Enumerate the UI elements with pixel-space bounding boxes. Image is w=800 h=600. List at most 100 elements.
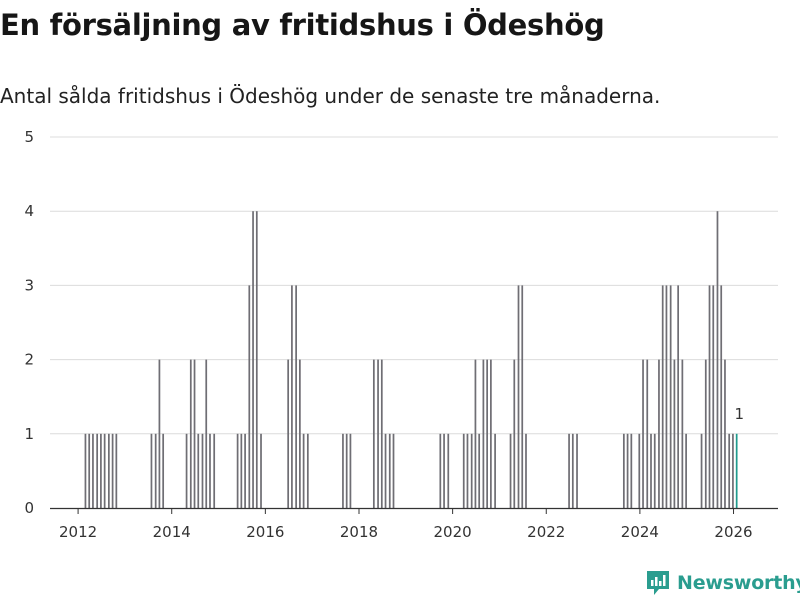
bar [712, 285, 715, 508]
bar-series [84, 211, 738, 508]
bar [439, 433, 442, 508]
bar [244, 433, 246, 508]
bar [653, 433, 656, 508]
bar [658, 359, 660, 508]
bar [92, 433, 94, 508]
bar [260, 433, 262, 508]
bar [509, 433, 512, 508]
bar [158, 359, 161, 508]
bar [728, 433, 731, 508]
bar [88, 433, 91, 508]
bar [248, 285, 251, 508]
bar [474, 359, 477, 508]
bar [462, 433, 465, 508]
bar [154, 433, 157, 508]
annotations: 1 [734, 405, 744, 423]
y-axis-ticks: 0 1 2 3 4 5 [24, 128, 34, 517]
bar [720, 285, 723, 508]
bar [700, 433, 703, 508]
gridlines [50, 136, 778, 435]
bar [443, 433, 445, 508]
x-tick-label-2014: 2014 [153, 523, 191, 541]
bar [685, 433, 687, 508]
bar [724, 359, 726, 508]
y-tick-label-5: 5 [24, 128, 34, 146]
bar [490, 359, 492, 508]
bar [622, 433, 625, 508]
bar [291, 285, 293, 508]
bar [111, 433, 114, 508]
bar [84, 433, 87, 508]
bar [306, 433, 309, 508]
bar [646, 359, 649, 508]
bar [209, 433, 211, 508]
bar [107, 433, 110, 508]
bar [650, 433, 652, 508]
x-tick-label-2022: 2022 [527, 523, 565, 541]
x-tick-label-2016: 2016 [246, 523, 284, 541]
brand-logo: Newsworthy [645, 569, 800, 597]
chart-subtitle: Antal sålda fritidshus i Ödeshög under d… [0, 84, 661, 108]
bar [630, 433, 633, 508]
bar [252, 211, 254, 508]
bar-latest [735, 433, 738, 508]
bar [482, 359, 485, 508]
bar [185, 433, 188, 508]
bar [205, 359, 208, 508]
bar [521, 285, 524, 508]
bar [392, 433, 395, 508]
y-tick-label-2: 2 [24, 351, 34, 369]
chart-title: En försäljning av fritidshus i Ödeshög [0, 8, 605, 42]
bar [494, 433, 496, 508]
bar [517, 285, 520, 508]
bar [236, 433, 239, 508]
bar [716, 211, 719, 508]
bar [162, 433, 165, 508]
bar [255, 211, 258, 508]
bar [673, 359, 676, 508]
bar [103, 433, 106, 508]
bar [115, 433, 118, 508]
bar [626, 433, 629, 508]
bar [302, 433, 305, 508]
bar [197, 433, 200, 508]
bar [732, 433, 734, 508]
bar [193, 359, 196, 508]
x-tick-label-2024: 2024 [621, 523, 659, 541]
bar [669, 285, 672, 508]
y-tick-label-3: 3 [24, 276, 34, 294]
y-tick-label-1: 1 [24, 425, 34, 443]
bar [377, 359, 379, 508]
bar [681, 359, 684, 508]
y-tick-label-0: 0 [24, 499, 34, 517]
x-tick-label-2018: 2018 [340, 523, 378, 541]
y-tick-label-4: 4 [24, 202, 34, 220]
bar [661, 285, 664, 508]
bar [665, 285, 668, 508]
bar [201, 433, 204, 508]
bar [150, 433, 153, 508]
bar [372, 359, 375, 508]
bar [295, 285, 297, 508]
x-tick-label-2012: 2012 [59, 523, 97, 541]
bar [100, 433, 102, 508]
x-tick-label-2020: 2020 [434, 523, 472, 541]
bar [388, 433, 391, 508]
bar [299, 359, 301, 508]
bar [525, 433, 527, 508]
bar [380, 359, 383, 508]
bar [677, 285, 680, 508]
bar [470, 433, 473, 508]
bar [384, 433, 387, 508]
newsworthy-logo-icon [647, 571, 669, 595]
bar [345, 433, 348, 508]
bar [642, 359, 644, 508]
latest-value-label: 1 [734, 405, 744, 423]
x-axis: 2012 2014 2016 2018 2020 2022 2024 2026 [50, 507, 778, 541]
x-tick-label-2026: 2026 [714, 523, 752, 541]
bar [287, 359, 290, 508]
brand-name: Newsworthy [677, 572, 800, 594]
bar [486, 359, 488, 508]
bar [638, 433, 641, 508]
